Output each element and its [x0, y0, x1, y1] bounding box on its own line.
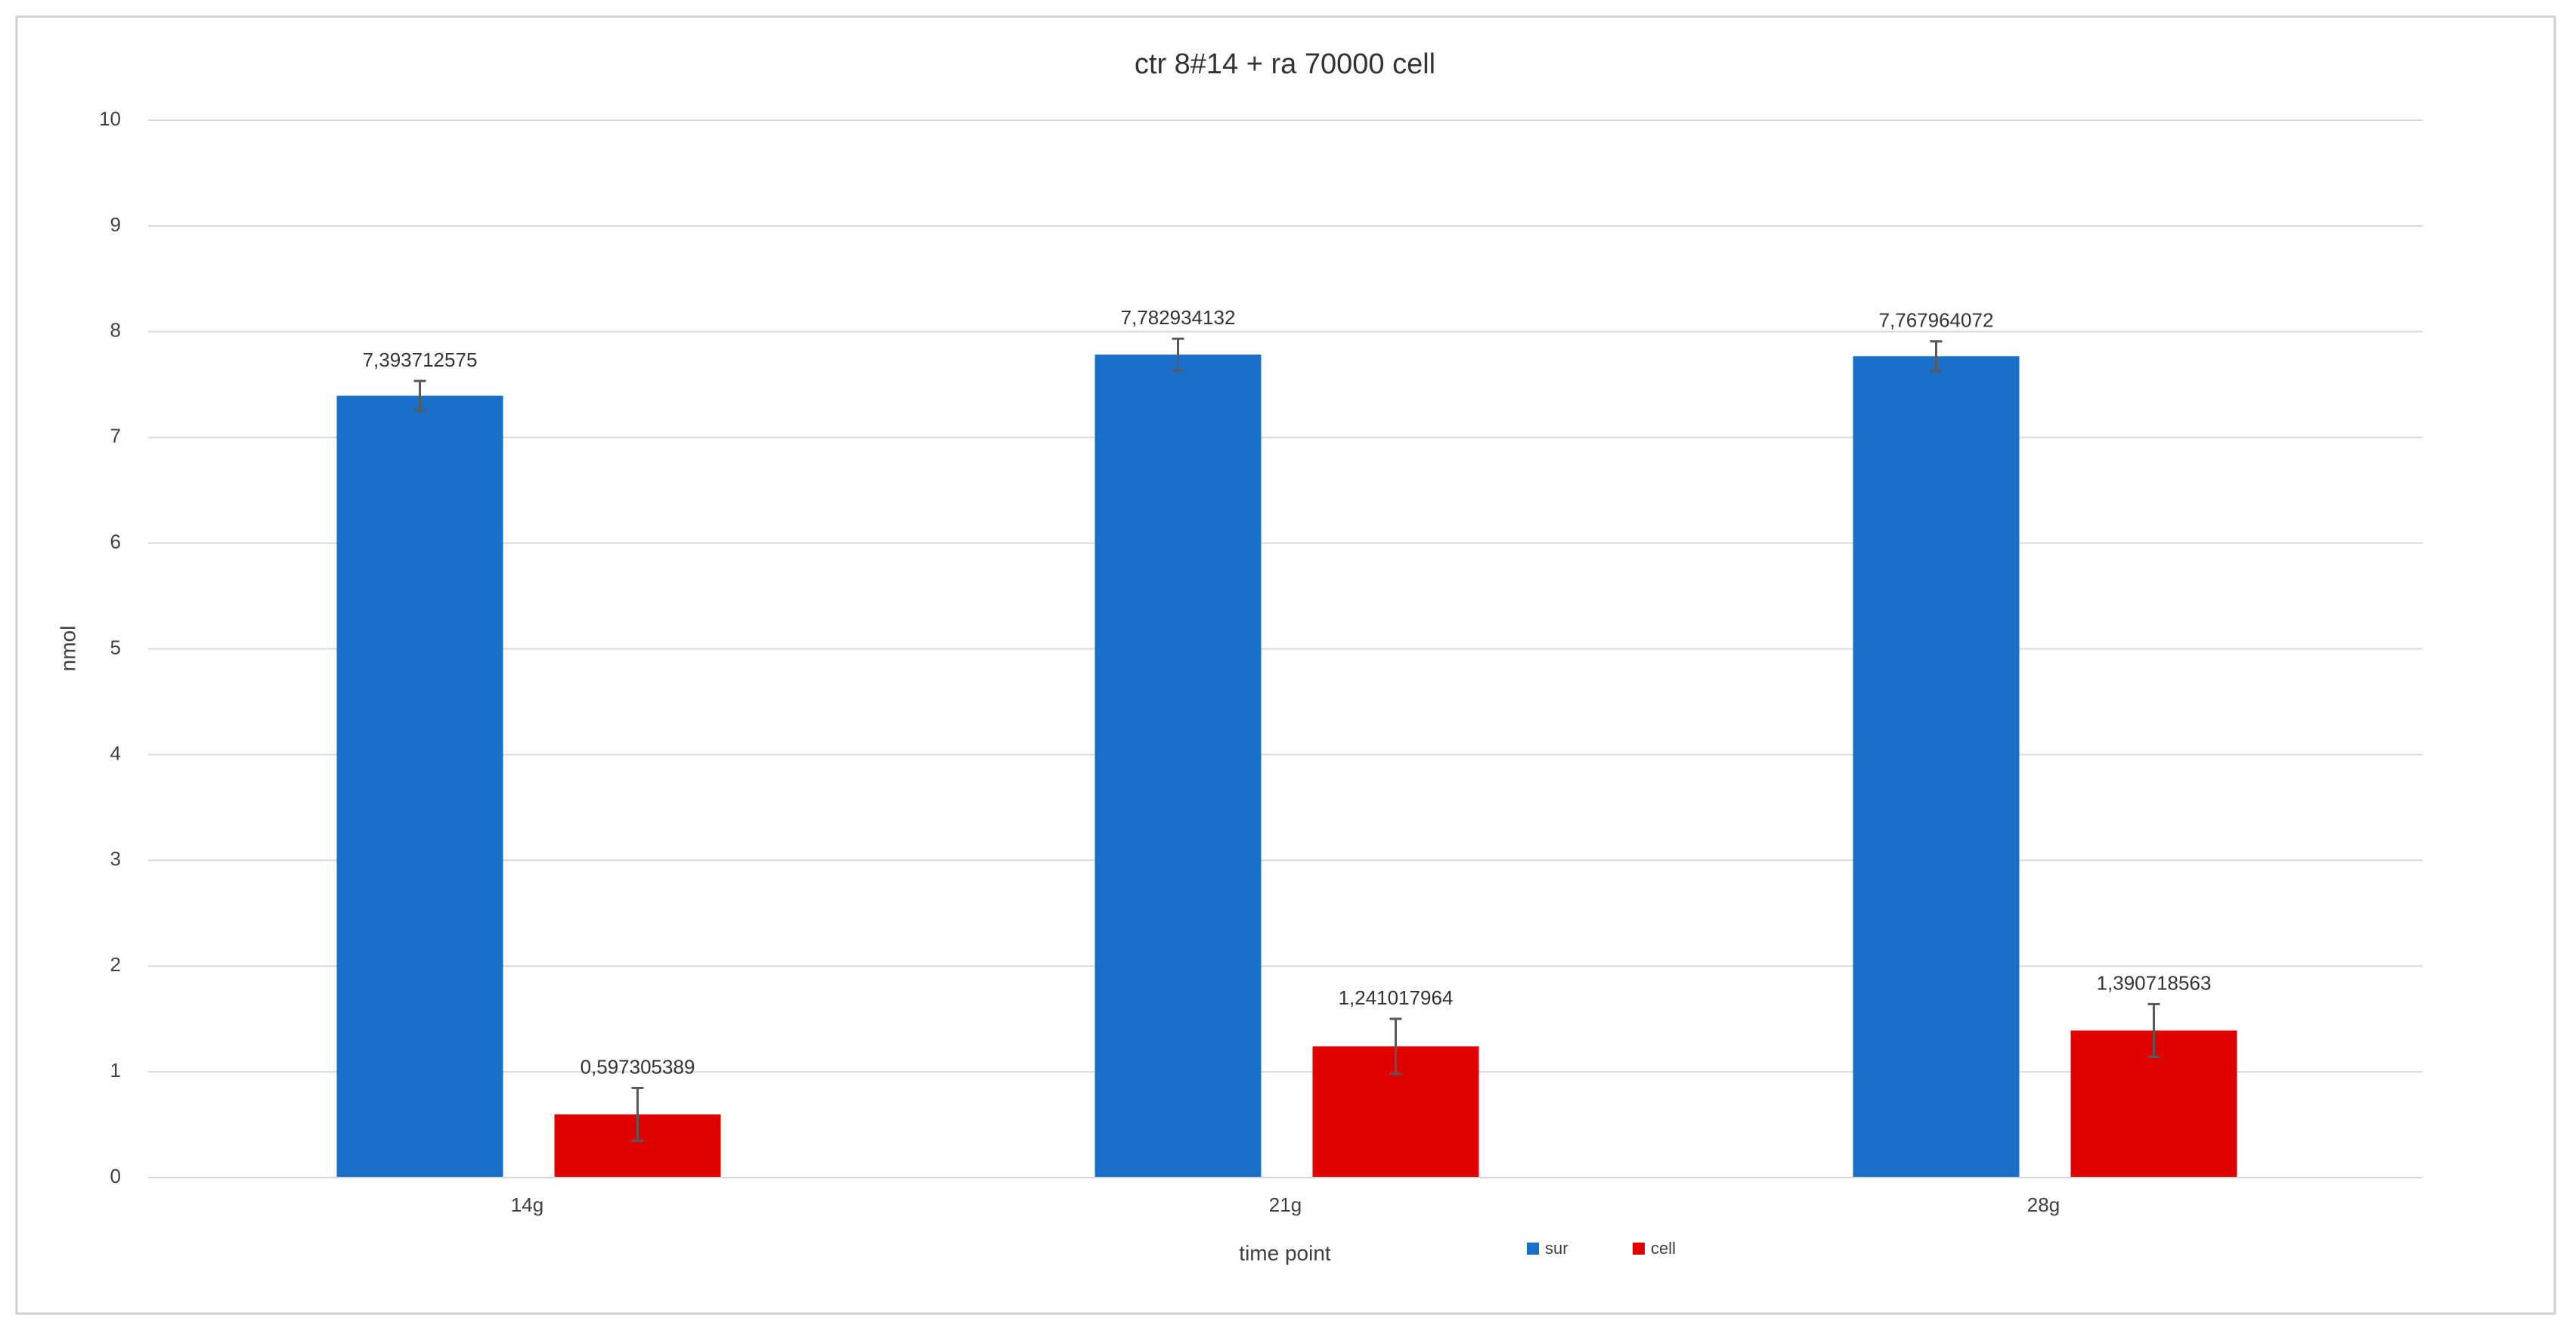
x-tick-label: 28g — [2027, 1193, 2060, 1216]
data-label: 1,241017964 — [1339, 986, 1454, 1009]
y-tick-label: 0 — [110, 1165, 121, 1187]
legend-label: cell — [1651, 1239, 1676, 1258]
bar — [1853, 356, 2020, 1178]
bar — [336, 395, 503, 1178]
x-tick-label: 21g — [1269, 1193, 1302, 1216]
y-tick-label: 9 — [110, 213, 121, 236]
y-tick-label: 5 — [110, 636, 121, 658]
data-label: 7,393712575 — [363, 348, 478, 371]
legend-swatch — [1633, 1243, 1645, 1255]
error-bar — [2147, 1002, 2160, 1058]
data-label: 1,390718563 — [2097, 971, 2212, 994]
y-tick-label: 2 — [110, 953, 121, 976]
error-bar — [631, 1086, 644, 1142]
error-bar — [1930, 340, 1943, 373]
y-axis-label: nmol — [56, 626, 79, 672]
x-axis-label: time point — [1239, 1241, 1331, 1264]
x-tick-label: 14g — [511, 1193, 543, 1216]
y-tick-label: 7 — [110, 425, 121, 447]
data-label: 7,767964072 — [1879, 309, 1994, 332]
y-tick-label: 8 — [110, 319, 121, 342]
legend-label: sur — [1545, 1239, 1568, 1258]
y-tick-label: 3 — [110, 847, 121, 870]
y-tick-label: 4 — [110, 741, 121, 764]
y-tick-label: 6 — [110, 530, 121, 553]
bar — [1094, 354, 1262, 1178]
data-label: 0,597305389 — [581, 1055, 695, 1078]
legend-swatch — [1527, 1243, 1539, 1255]
y-tick-label: 10 — [99, 107, 121, 130]
error-bar — [413, 379, 426, 412]
error-bar — [1172, 337, 1184, 372]
data-label: 7,782934132 — [1121, 306, 1236, 329]
y-tick-label: 1 — [110, 1059, 121, 1082]
chart-title: ctr 8#14 + ra 70000 cell — [1135, 48, 1435, 80]
error-bar — [1389, 1017, 1402, 1076]
